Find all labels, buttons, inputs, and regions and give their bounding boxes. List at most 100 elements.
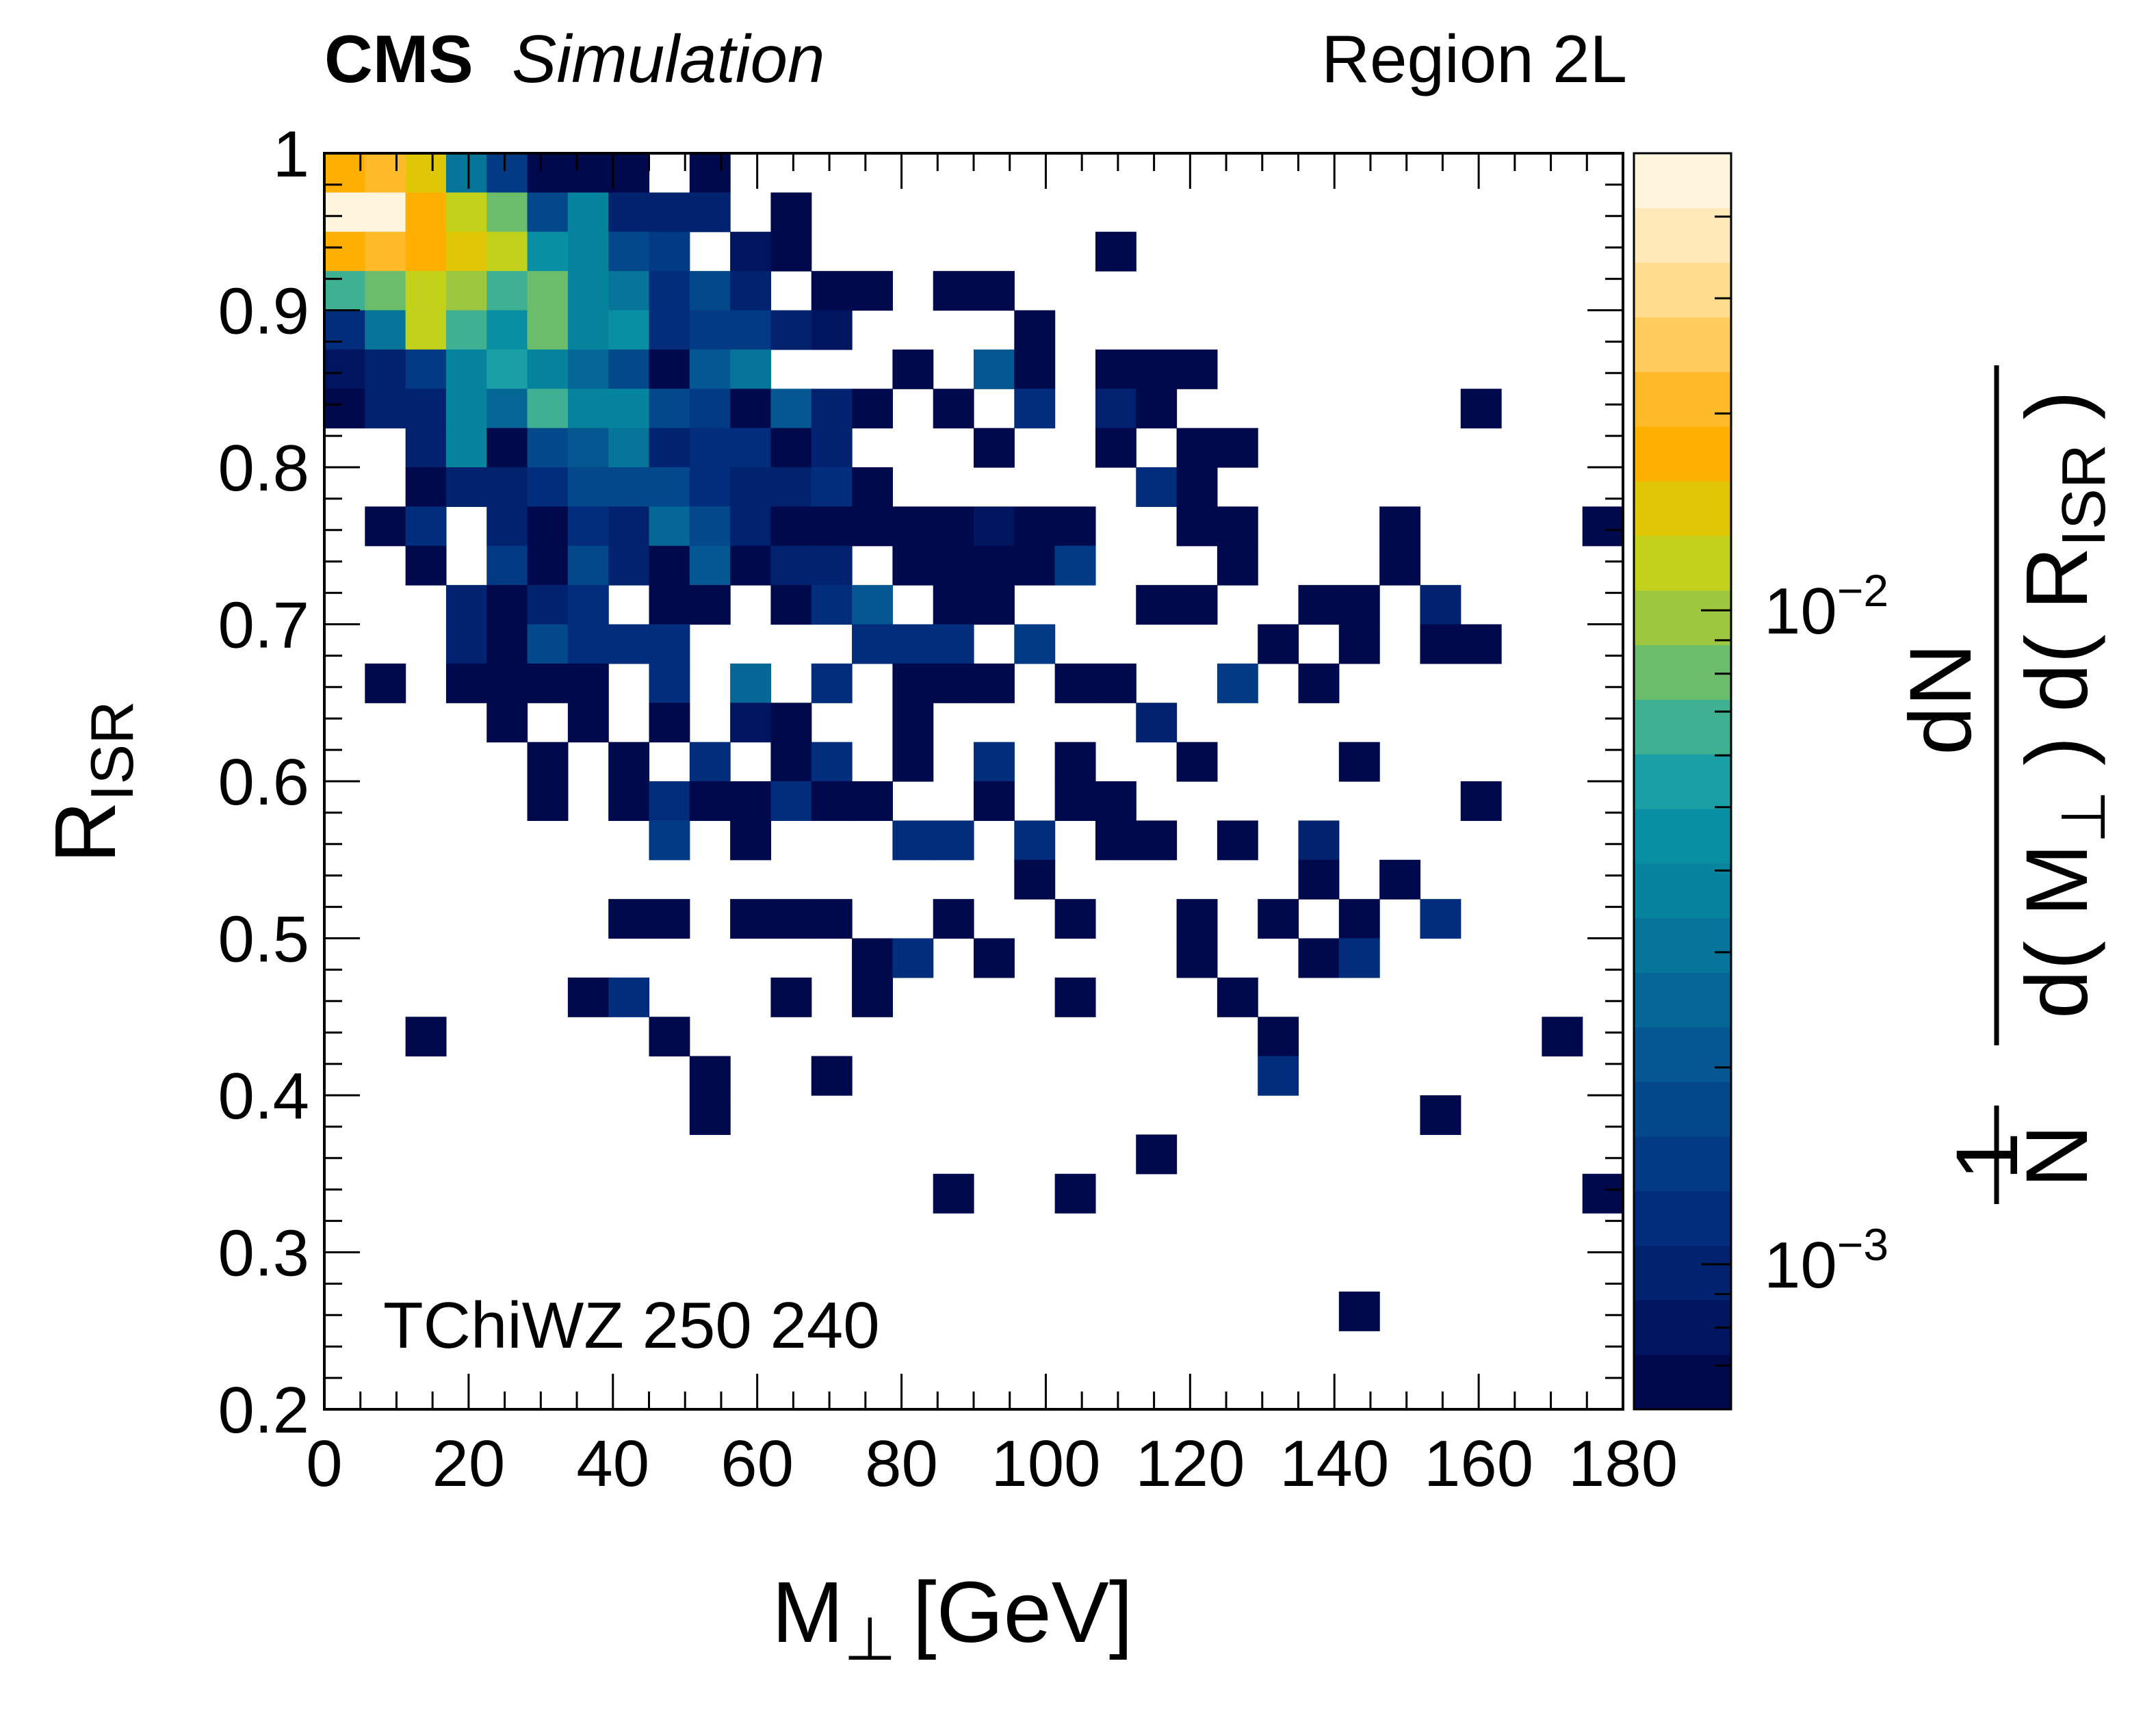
heatmap-cell — [892, 703, 934, 743]
heatmap-cell — [730, 820, 772, 861]
heatmap-cell — [365, 192, 406, 233]
heatmap-cell — [852, 271, 893, 311]
heatmap-cell — [689, 153, 731, 193]
heatmap-cell — [933, 1173, 974, 1214]
heatmap-cell — [1298, 938, 1340, 978]
z-tick-exp: −2 — [1837, 565, 1888, 616]
heatmap-cell — [974, 349, 1015, 389]
heatmap-cell — [730, 703, 772, 743]
y-tick-label: 0.4 — [218, 1060, 309, 1133]
x-tick-label: 40 — [576, 1427, 649, 1500]
heatmap-cell — [567, 506, 609, 547]
heatmap-cell — [770, 389, 812, 429]
heatmap-cell — [811, 428, 853, 468]
heatmap-cell — [445, 192, 487, 233]
heatmap-cell — [608, 192, 650, 233]
heatmap-cell — [933, 663, 974, 703]
z-title-denominator: d( M⊥ ) d( RISR ) — [2008, 391, 2118, 1019]
heatmap-cell — [1176, 467, 1218, 507]
heatmap-cell — [324, 349, 365, 389]
heatmap-cell — [730, 428, 772, 468]
heatmap-cell — [1582, 506, 1624, 547]
heatmap-cell — [608, 467, 650, 507]
color-scale-band — [1634, 371, 1731, 427]
heatmap-cell — [933, 585, 974, 625]
heatmap-cell — [1054, 545, 1096, 586]
heatmap-cell — [689, 1095, 731, 1135]
heatmap-cell — [405, 467, 447, 507]
heatmap-cell — [892, 506, 934, 547]
heatmap-cell — [770, 545, 812, 586]
heatmap-cell — [486, 467, 528, 507]
heatmap-cell — [730, 467, 772, 507]
heatmap-cell — [770, 428, 812, 468]
heatmap-cell — [1217, 663, 1258, 703]
color-scale-band — [1634, 1245, 1731, 1301]
heatmap-cell — [608, 506, 650, 547]
heatmap-cell — [567, 585, 609, 625]
heatmap-cell — [1542, 1017, 1583, 1057]
heatmap-cell — [730, 271, 772, 311]
heatmap-cell — [1258, 899, 1299, 939]
heatmap-cell — [933, 545, 974, 586]
heatmap-cell — [527, 389, 569, 429]
heatmap-cell — [527, 310, 569, 350]
heatmap-cell — [365, 506, 406, 547]
heatmap-cell — [527, 545, 569, 586]
color-scale — [1634, 153, 1731, 1410]
heatmap-cell — [730, 899, 772, 939]
heatmap-cell — [608, 310, 650, 350]
y-tick-label: 1 — [273, 118, 309, 191]
heatmap-cell — [405, 389, 447, 429]
heatmap-cell — [770, 742, 812, 782]
x-tick-label: 80 — [865, 1427, 938, 1500]
heatmap-cell — [689, 349, 731, 389]
heatmap-cell — [852, 938, 893, 978]
heatmap-cell — [1176, 349, 1218, 389]
heatmap-cell — [405, 506, 447, 547]
heatmap-cell — [974, 742, 1015, 782]
x-tick-labels: 0 20 40 60 80 100 120 140 160 180 — [306, 1427, 1678, 1500]
heatmap-cell — [730, 545, 772, 586]
heatmap-cell — [730, 349, 772, 389]
z-tick-exp: −3 — [1837, 1219, 1888, 1270]
heatmap-cell — [689, 781, 731, 821]
heatmap-cell — [486, 545, 528, 586]
heatmap-cell — [852, 389, 893, 429]
heatmap-cell — [770, 703, 812, 743]
heatmap-cell — [527, 585, 569, 625]
z-title-n: N — [2008, 1125, 2106, 1188]
z-title-one: 1 — [1938, 1132, 2036, 1180]
heatmap-cell — [608, 742, 650, 782]
heatmap-cell — [445, 153, 487, 193]
heatmap-cell — [1095, 663, 1137, 703]
heatmap-cell — [730, 781, 772, 821]
heatmap-cell — [649, 663, 690, 703]
heatmap-cell — [486, 231, 528, 272]
heatmap-cell — [1298, 663, 1340, 703]
heatmap-cell — [365, 663, 406, 703]
heatmap-cell — [1420, 1095, 1462, 1135]
y-tick-label: 0.2 — [218, 1374, 309, 1447]
heatmap-cell — [567, 389, 609, 429]
x-axis-title-unit: [GeV] — [913, 1564, 1133, 1660]
heatmap-cell — [770, 467, 812, 507]
heatmap-cell — [1298, 820, 1340, 861]
y-tick-label: 0.9 — [218, 275, 309, 348]
heatmap-cell — [689, 271, 731, 311]
z-tick-base: 10 — [1764, 575, 1837, 648]
plot-frame — [323, 152, 1624, 1411]
heatmap-cell — [1217, 428, 1258, 468]
heatmap-cell — [933, 624, 974, 664]
heatmap-cell — [324, 271, 365, 311]
heatmap-cell — [1136, 703, 1178, 743]
heatmap-cell — [1298, 859, 1340, 900]
heatmap-cell — [608, 153, 650, 193]
heatmap-cell — [892, 663, 934, 703]
color-scale-band — [1634, 590, 1731, 646]
heatmap-cell — [649, 624, 690, 664]
heatmap-cell — [1014, 389, 1056, 429]
heatmap-cell — [892, 545, 934, 586]
heatmap-cell — [811, 310, 853, 350]
heatmap-cell — [1176, 899, 1218, 939]
